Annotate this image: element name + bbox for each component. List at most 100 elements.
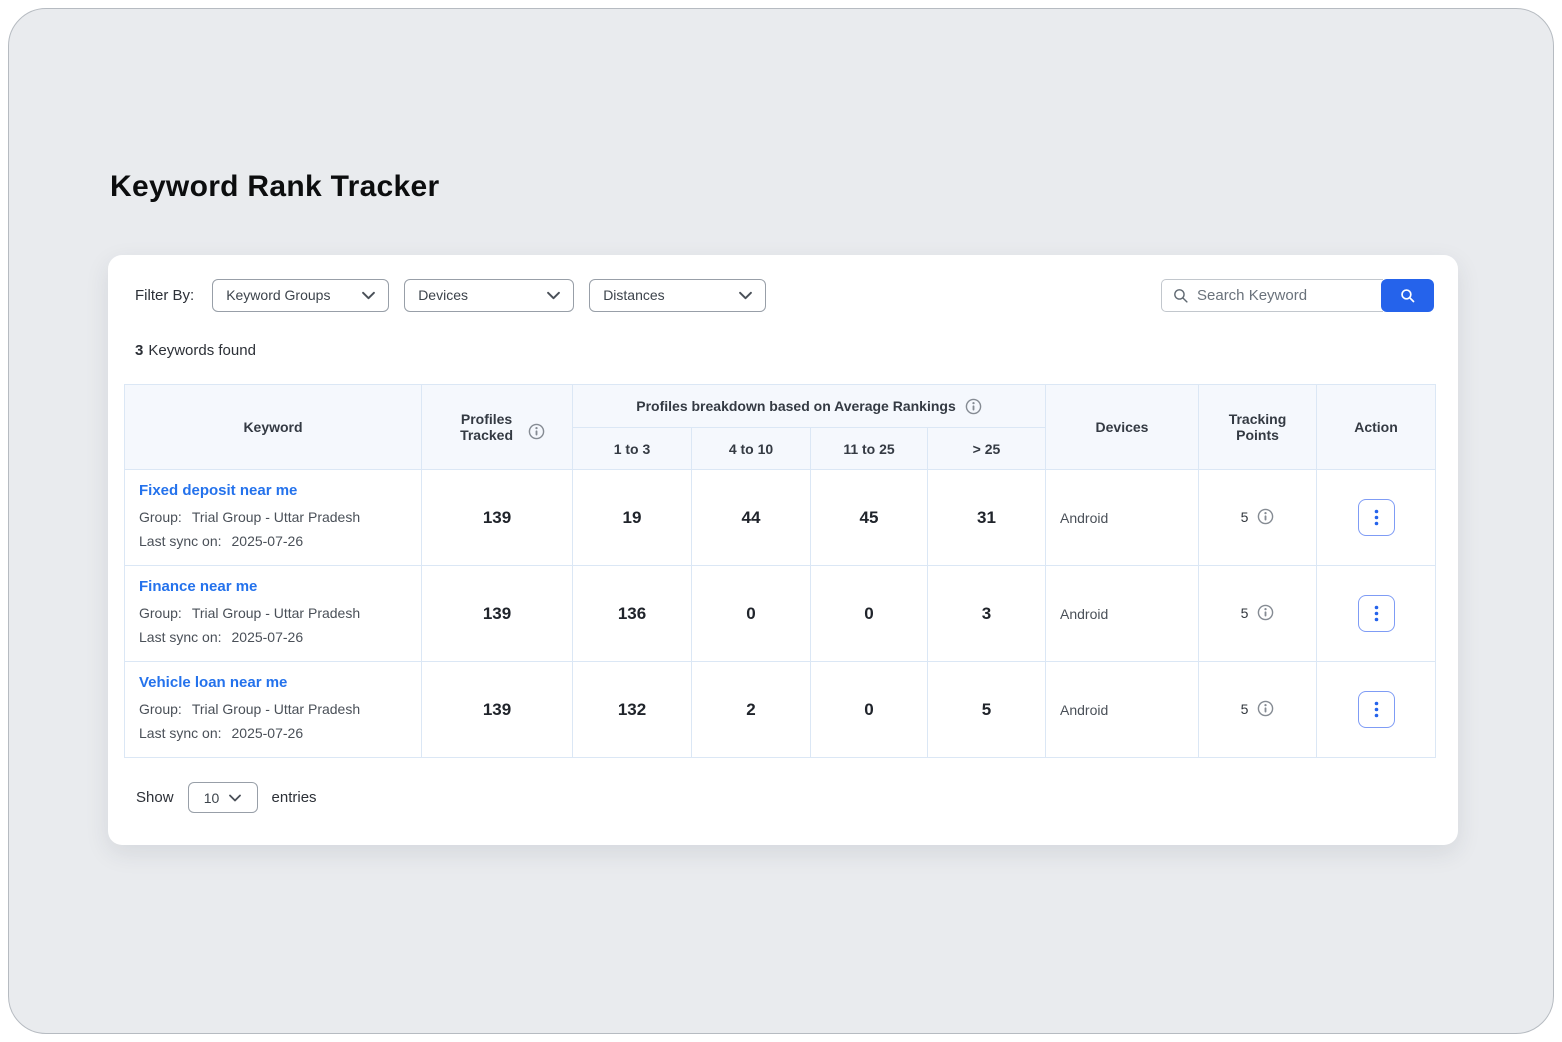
profiles-tracked-value: 139	[421, 469, 573, 566]
group-label: Group:	[139, 701, 182, 718]
keyword-link[interactable]: Vehicle loan near me	[139, 674, 288, 692]
search-button[interactable]	[1381, 278, 1434, 312]
tracking-points-value: 5	[1240, 508, 1249, 525]
keyword-meta: Group: Trial Group - Uttar Pradesh Last s…	[139, 506, 407, 552]
entries-per-page-value: 10	[203, 789, 220, 806]
devices-dropdown-label: Devices	[418, 287, 468, 303]
column-header-rank-gt-25: > 25	[927, 427, 1046, 470]
pagination-bar: Show 10 entries	[136, 782, 317, 813]
group-label: Group:	[139, 605, 182, 622]
rank-1-3-value: 19	[572, 469, 692, 566]
row-actions-button[interactable]	[1357, 691, 1395, 728]
tracking-points-value: 5	[1240, 700, 1249, 717]
row-actions-button[interactable]	[1357, 595, 1395, 632]
column-header-action: Action	[1316, 384, 1436, 470]
profiles-tracked-label: Profiles Tracked	[460, 411, 514, 443]
entries-per-page-select[interactable]: 10	[187, 782, 258, 813]
keyword-cell: Finance near me Group: Trial Group - Utta…	[124, 565, 422, 662]
device-value: Android	[1045, 565, 1199, 662]
tracking-points-cell: 5	[1198, 565, 1317, 662]
info-icon[interactable]	[528, 423, 545, 440]
group-value: Trial Group - Uttar Pradesh	[191, 605, 361, 622]
profiles-tracked-value: 139	[421, 565, 573, 662]
device-value: Android	[1045, 661, 1199, 758]
tracking-points-value: 5	[1240, 604, 1249, 621]
chevron-down-icon	[547, 291, 561, 300]
devices-dropdown[interactable]: Devices	[404, 278, 575, 312]
results-count: 3 Keywords found	[135, 342, 256, 359]
last-sync-value: 2025-07-26	[231, 628, 304, 645]
chevron-down-icon	[362, 291, 376, 300]
keyword-cell: Vehicle loan near me Group: Trial Group -…	[124, 661, 422, 758]
rank-gt-25-value: 3	[927, 565, 1046, 662]
search-icon	[1172, 287, 1189, 304]
show-label: Show	[136, 789, 174, 806]
column-header-rank-4-10: 4 to 10	[691, 427, 811, 470]
keywords-table: Keyword Profiles Tracked Profiles breakd…	[124, 384, 1436, 758]
column-header-rank-1-3: 1 to 3	[572, 427, 692, 470]
entries-label: entries	[271, 789, 317, 806]
search-input[interactable]	[1197, 286, 1373, 304]
action-cell	[1316, 565, 1436, 662]
keyword-meta: Group: Trial Group - Uttar Pradesh Last s…	[139, 698, 407, 744]
rank-1-3-value: 136	[572, 565, 692, 662]
info-icon[interactable]	[965, 398, 982, 415]
rank-gt-25-value: 31	[927, 469, 1046, 566]
distances-dropdown-label: Distances	[603, 287, 665, 303]
column-header-tracking-points: Tracking Points	[1198, 384, 1317, 470]
search-icon	[1399, 287, 1416, 304]
page-title: Keyword Rank Tracker	[110, 170, 440, 203]
distances-dropdown[interactable]: Distances	[589, 278, 767, 312]
group-label: Group:	[139, 509, 182, 526]
keyword-groups-dropdown-label: Keyword Groups	[226, 287, 331, 303]
rank-4-10-value: 2	[691, 661, 811, 758]
group-value: Trial Group - Uttar Pradesh	[191, 701, 361, 718]
results-count-number: 3	[135, 342, 144, 359]
filter-bar: Filter By: Keyword Groups Devices Distan…	[135, 278, 1434, 312]
rank-gt-25-value: 5	[927, 661, 1046, 758]
keyword-tracker-card: Filter By: Keyword Groups Devices Distan…	[108, 255, 1458, 845]
chevron-down-icon	[229, 794, 242, 802]
last-sync-label: Last sync on:	[139, 532, 222, 549]
info-icon[interactable]	[1257, 508, 1274, 525]
breakdown-label: Profiles breakdown based on Average Rank…	[636, 398, 956, 414]
keyword-link[interactable]: Finance near me	[139, 578, 258, 596]
search-box	[1161, 278, 1383, 312]
kebab-menu-icon	[1374, 509, 1379, 526]
group-value: Trial Group - Uttar Pradesh	[191, 509, 361, 526]
row-actions-button[interactable]	[1357, 499, 1395, 536]
column-header-profiles-tracked: Profiles Tracked	[421, 384, 573, 470]
profiles-tracked-value: 139	[421, 661, 573, 758]
rank-11-25-value: 0	[810, 661, 928, 758]
info-icon[interactable]	[1257, 604, 1274, 621]
action-cell	[1316, 469, 1436, 566]
column-header-devices: Devices	[1045, 384, 1199, 470]
results-count-text: Keywords found	[148, 342, 256, 359]
rank-11-25-value: 0	[810, 565, 928, 662]
device-value: Android	[1045, 469, 1199, 566]
rank-1-3-value: 132	[572, 661, 692, 758]
search-group	[1161, 278, 1434, 312]
rank-4-10-value: 44	[691, 469, 811, 566]
last-sync-value: 2025-07-26	[231, 532, 304, 549]
kebab-menu-icon	[1374, 605, 1379, 622]
table-row: Finance near me Group: Trial Group - Utta…	[124, 565, 1436, 662]
rank-11-25-value: 45	[810, 469, 928, 566]
keyword-groups-dropdown[interactable]: Keyword Groups	[212, 278, 390, 312]
keyword-link[interactable]: Fixed deposit near me	[139, 482, 298, 500]
column-header-rank-11-25: 11 to 25	[810, 427, 928, 470]
tracking-points-cell: 5	[1198, 469, 1317, 566]
keyword-meta: Group: Trial Group - Uttar Pradesh Last s…	[139, 602, 407, 648]
column-header-breakdown: Profiles breakdown based on Average Rank…	[572, 384, 1046, 428]
info-icon[interactable]	[1257, 700, 1274, 717]
table-row: Fixed deposit near me Group: Trial Group …	[124, 469, 1436, 566]
action-cell	[1316, 661, 1436, 758]
filter-by-label: Filter By:	[135, 286, 195, 304]
last-sync-value: 2025-07-26	[231, 724, 304, 741]
column-header-keyword: Keyword	[124, 384, 422, 470]
tracking-points-cell: 5	[1198, 661, 1317, 758]
last-sync-label: Last sync on:	[139, 628, 222, 645]
chevron-down-icon	[739, 291, 753, 300]
table-row: Vehicle loan near me Group: Trial Group -…	[124, 661, 1436, 758]
rank-4-10-value: 0	[691, 565, 811, 662]
